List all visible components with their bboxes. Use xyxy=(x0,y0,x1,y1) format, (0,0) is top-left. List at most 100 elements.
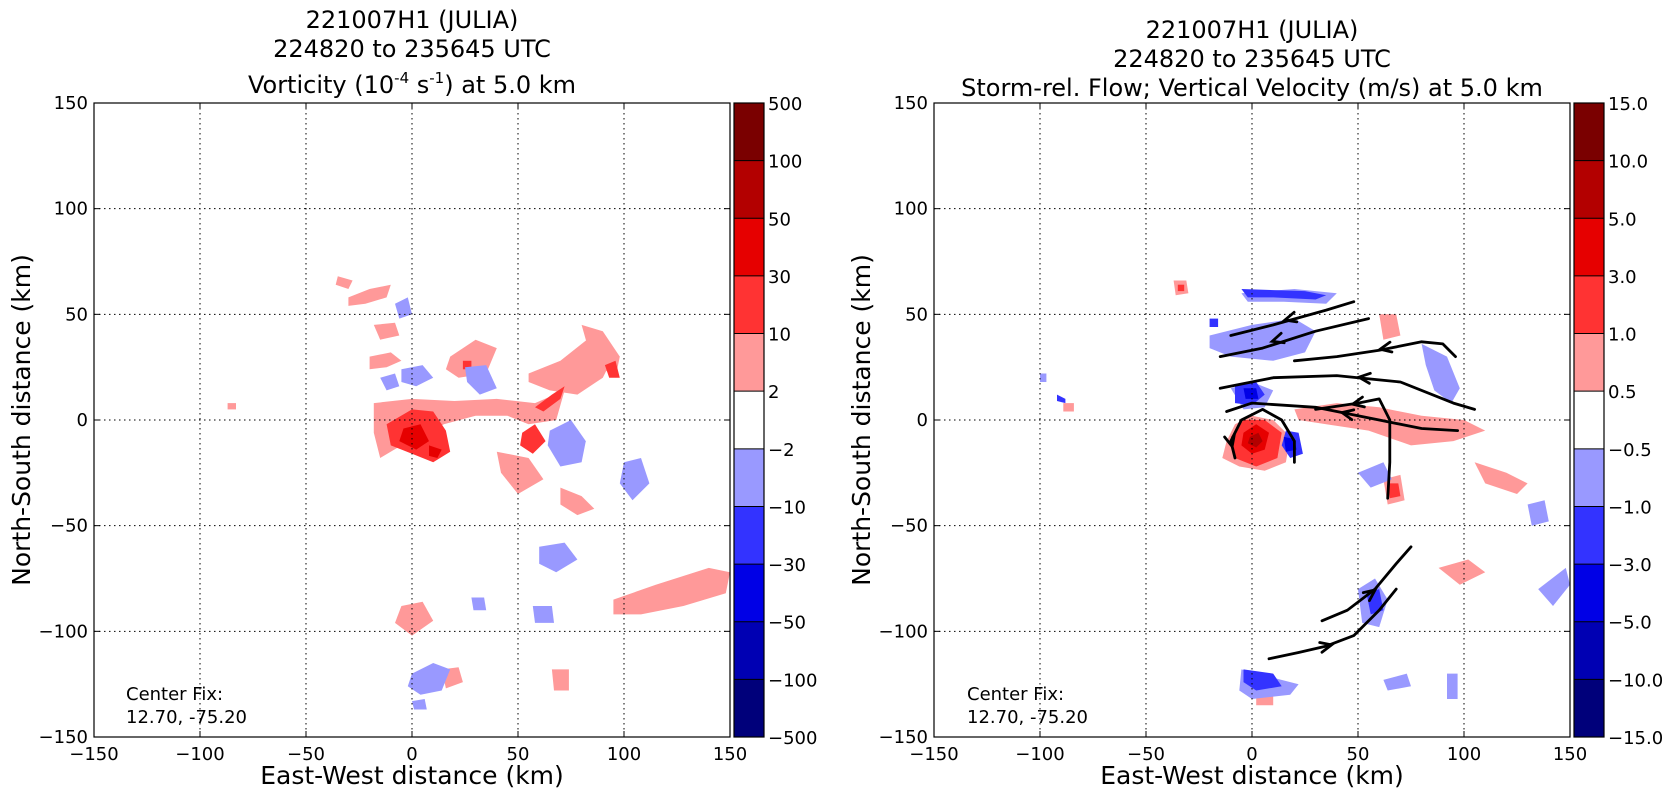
left-y-tick-label: 0 xyxy=(77,410,88,431)
vertical-velocity-panel: 221007H1 (JULIA) 224820 to 235645 UTC St… xyxy=(847,16,1663,790)
right-contour-region xyxy=(1379,314,1401,340)
right-y-tick-label: 0 xyxy=(917,410,928,431)
streamline xyxy=(1267,587,1398,661)
left-colorbar-bin xyxy=(734,275,764,334)
left-contour-region xyxy=(520,424,546,454)
streamline xyxy=(1225,401,1459,432)
left-contour-region xyxy=(380,373,400,391)
right-colorbar-label: 0.5 xyxy=(1608,382,1637,403)
right-colorbar-bin xyxy=(1574,275,1604,334)
right-contour-region xyxy=(1421,343,1460,404)
left-contour-region xyxy=(373,322,400,340)
streamline-arrow xyxy=(1349,395,1366,409)
left-colorbar-label: −500 xyxy=(768,728,817,749)
streamline xyxy=(1218,374,1476,411)
left-title-line2: 224820 to 235645 UTC xyxy=(273,35,551,63)
left-contour-region xyxy=(535,386,565,412)
right-colorbar-label: 1.0 xyxy=(1608,325,1637,346)
left-title-line1: 221007H1 (JULIA) xyxy=(306,6,519,34)
left-colorbar-label: −100 xyxy=(768,670,817,691)
streamline-arrow xyxy=(1268,331,1286,345)
left-y-tick-label: −150 xyxy=(39,727,88,748)
left-contour-region xyxy=(613,567,730,615)
left-colorbar-label: 100 xyxy=(768,152,802,173)
right-contour-region xyxy=(1387,483,1401,499)
right-contour-region xyxy=(1209,318,1316,361)
left-colorbar-label: 2 xyxy=(768,382,779,403)
right-contour-region xyxy=(1538,567,1570,606)
left-plot-area: −150 −100 −50 0 50 100 150 −150 −100 −50 0 50 100 150 xyxy=(39,93,748,765)
streamline xyxy=(1218,317,1370,358)
right-contour-region xyxy=(1063,403,1074,412)
right-contour-region xyxy=(1438,559,1486,585)
left-x-axis-label: East-West distance (km) xyxy=(260,761,564,790)
left-contour-region xyxy=(335,276,353,289)
streamline xyxy=(1293,340,1457,363)
left-contour-region xyxy=(399,424,429,450)
streamline-arrow xyxy=(1281,310,1299,324)
left-colorbar-bin xyxy=(734,564,764,622)
right-x-tick-label: 0 xyxy=(1246,744,1257,765)
left-colorbar-frame xyxy=(733,102,765,738)
left-colorbar-bin xyxy=(734,391,764,449)
left-contour-region xyxy=(604,360,620,378)
left-contour-region xyxy=(547,420,586,467)
left-y-tick-label: −50 xyxy=(50,516,88,537)
left-contour-region xyxy=(471,597,487,611)
left-y-tick-label: −100 xyxy=(39,621,88,642)
left-colorbar-label: −50 xyxy=(768,613,806,634)
left-contour-region xyxy=(373,390,565,458)
right-contour-region xyxy=(1209,318,1219,327)
right-y-tick-label: −100 xyxy=(879,621,928,642)
left-contour-region xyxy=(560,487,595,516)
left-contour-region xyxy=(619,458,650,501)
right-colorbar-label: −5.0 xyxy=(1608,613,1652,634)
right-title-line1: 221007H1 (JULIA) xyxy=(1146,16,1359,44)
right-center-fix-label: Center Fix: xyxy=(967,684,1064,705)
right-colorbar-label: −1.0 xyxy=(1608,497,1652,518)
right-contour-region xyxy=(1243,669,1282,691)
right-colorbar-frame xyxy=(1573,102,1605,738)
left-x-tick-label: −150 xyxy=(69,744,118,765)
left-colorbar-bin xyxy=(734,333,764,392)
left-contour-region xyxy=(407,663,451,695)
left-contour-region xyxy=(551,669,569,691)
streamline xyxy=(1229,300,1356,337)
left-colorbar-label: −30 xyxy=(768,555,806,576)
left-colorbar-bin xyxy=(734,218,764,276)
right-y-tick-label: −150 xyxy=(879,727,928,748)
right-colorbar-bin xyxy=(1574,333,1604,392)
right-x-tick-label: 150 xyxy=(1553,744,1587,765)
right-colorbar-label: −15.0 xyxy=(1608,728,1663,749)
right-x-tick-label: −150 xyxy=(909,744,958,765)
right-x-axis-label: East-West distance (km) xyxy=(1100,761,1404,790)
streamline-arrow xyxy=(1376,340,1394,354)
left-title-line3: Vorticity (10-4 s-1) at 5.0 km xyxy=(248,69,576,99)
vorticity-panel: 221007H1 (JULIA) 224820 to 235645 UTC Vo… xyxy=(7,6,817,790)
right-colorbar: 15.0 10.0 5.0 3.0 1.0 0.5 −0.5 −1.0 −3.0 −5.0 −10.… xyxy=(1573,94,1663,749)
right-contour-region xyxy=(1474,462,1528,494)
right-colorbar-bin xyxy=(1574,564,1604,622)
right-colorbar-bin xyxy=(1574,218,1604,276)
right-colorbar-bin xyxy=(1574,448,1604,507)
left-contour-region xyxy=(369,352,402,370)
right-title-line3: Storm-rel. Flow; Vertical Velocity (m/s)… xyxy=(961,74,1543,102)
left-colorbar-label: −2 xyxy=(768,440,795,461)
right-contour-region xyxy=(1040,373,1047,382)
left-y-tick-label: 50 xyxy=(65,304,88,325)
left-y-tick-label: 150 xyxy=(54,93,88,114)
left-colorbar-bin xyxy=(734,506,764,565)
right-colorbar-label: −0.5 xyxy=(1608,440,1652,461)
left-contour-region xyxy=(401,365,434,387)
left-colorbar-label: 10 xyxy=(768,325,791,346)
right-contour-region xyxy=(1447,673,1458,699)
streamline xyxy=(1229,408,1296,464)
right-colorbar-bin xyxy=(1574,160,1604,219)
right-contour-region xyxy=(1177,284,1185,292)
streamline-arrow xyxy=(1361,587,1378,603)
left-colorbar-bin xyxy=(734,448,764,507)
left-colorbar-bin xyxy=(734,621,764,680)
left-colorbar-bin xyxy=(734,103,764,161)
left-x-tick-label: −100 xyxy=(175,744,224,765)
right-colorbar-bin xyxy=(1574,621,1604,680)
